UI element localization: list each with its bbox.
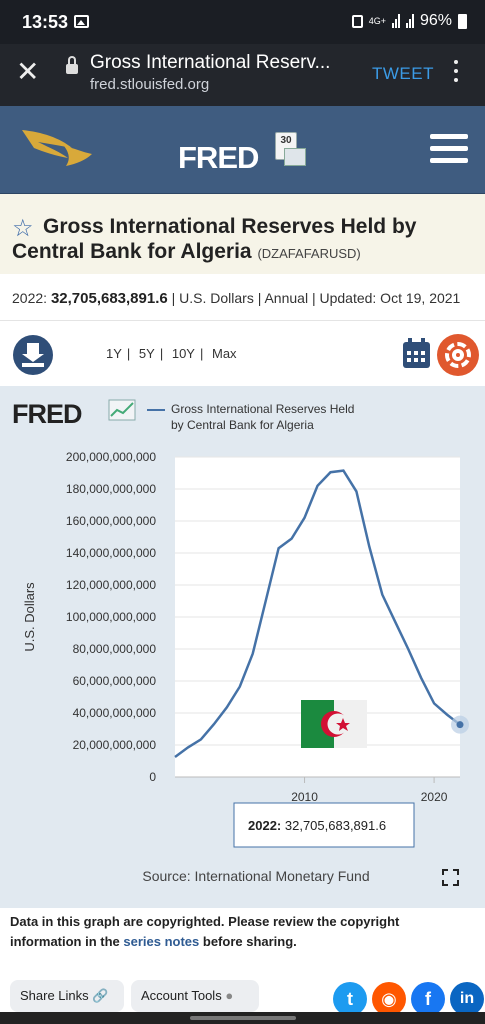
link-icon: 🔗 [92,988,109,1003]
y-tick-label: 160,000,000,000 [66,514,156,528]
account-tools-button[interactable]: Account Tools ● [131,980,259,1012]
hover-point-dot [456,721,464,729]
fullscreen-icon[interactable] [442,869,459,886]
y-tick-label: 100,000,000,000 [66,610,156,624]
more-options-icon[interactable] [452,60,460,86]
tooltip-value: 32,705,683,891.6 [285,818,386,833]
y-axis-label: U.S. Dollars [22,582,37,652]
nav-gesture-bar [0,1012,485,1024]
tooltip-label: 2022: [248,818,285,833]
y-tick-label: 120,000,000,000 [66,578,156,592]
x-axis-ticks: 2010 2020 [291,777,448,804]
series-header: ☆ Gross International Reserves Held by C… [0,194,485,274]
x-tick-label: 2020 [421,790,448,804]
source-text: Source: International Monetary Fund [142,868,369,884]
battery-percent: 96% [419,12,452,29]
facebook-icon[interactable]: f [411,982,445,1016]
reddit-icon[interactable]: ◉ [372,982,406,1016]
series-notes-link[interactable]: series notes [123,934,200,949]
footer-toolbar: Share Links 🔗 Account Tools ● t ◉ f in [0,974,485,1024]
tweet-button[interactable]: TWEET [372,64,434,83]
screen-lock-icon [351,14,363,28]
x-tick-label: 2010 [291,790,318,804]
series-code: (DZAFAFARUSD) [257,246,361,261]
browser-toolbar: ✕ Gross International Reserv... fred.stl… [0,44,485,106]
page-content: FRED 30 ☆ Gross International Reserves H… [0,106,485,1024]
chart-thumbnail-icon [284,148,306,166]
page-url[interactable]: fred.stlouisfed.org [90,76,210,93]
series-title: Gross International Reserves Held by Cen… [12,215,417,263]
legend-label-line2: by Central Bank for Algeria [171,418,314,432]
y-tick-label: 60,000,000,000 [73,674,157,688]
lock-icon[interactable] [66,56,78,75]
share-links-button[interactable]: Share Links 🔗 [10,980,124,1012]
eagle-logo-icon[interactable] [20,124,96,168]
range-max[interactable]: Max [212,346,237,361]
page-title-bar[interactable]: Gross International Reserv... [90,52,331,73]
status-indicators: 4G+ 96% [351,12,467,30]
status-bar: 13:53 4G+ 96% [0,0,485,44]
latest-value: 32,705,683,891.6 [50,290,168,307]
y-tick-label: 180,000,000,000 [66,482,156,496]
y-tick-label: 20,000,000,000 [73,738,157,752]
fred-graph-logo: FRED [12,399,136,429]
line-chart[interactable]: FRED Gross International Reserves Held b… [0,386,485,908]
y-tick-label: 40,000,000,000 [73,706,157,720]
graph-panel: FRED Gross International Reserves Held b… [0,386,485,908]
y-tick-label: 0 [149,770,156,784]
range-selector: 1Y | 5Y | 10Y | Max [106,346,237,361]
y-axis-ticks: 0 20,000,000,000 40,000,000,000 60,000,000,… [66,450,156,784]
svg-text:2022: 32,705,683,89: 2022: 32,705,683,891.6 [248,818,386,833]
gear-icon[interactable] [437,334,479,376]
battery-icon [458,13,467,29]
svg-text:FRED: FRED [12,399,82,429]
divider [0,320,485,321]
status-time: 13:53 [22,12,69,32]
signal-icon [391,14,400,28]
y-tick-label: 200,000,000,000 [66,450,156,464]
gallery-icon [74,15,89,28]
fred-logo[interactable]: FRED [178,140,259,175]
algeria-flag-icon [301,700,367,748]
close-tab-icon[interactable]: ✕ [16,56,40,87]
hamburger-menu-icon[interactable] [430,134,468,164]
tooltip: 2022: 32,705,683,891.6 [233,802,415,848]
linkedin-icon[interactable]: in [450,982,484,1016]
graph-toolbar: 1Y | 5Y | 10Y | Max [0,332,485,382]
legend-label-line1: Gross International Reserves Held [171,402,354,416]
site-header: FRED 30 [0,106,485,194]
signal-2-icon [405,14,414,28]
star-icon[interactable]: ☆ [12,215,34,242]
y-tick-label: 140,000,000,000 [66,546,156,560]
series-line [174,469,461,759]
series-meta: 2022: 32,705,683,891.6 | U.S. Dollars | … [12,290,461,307]
y-tick-label: 80,000,000,000 [73,642,157,656]
user-icon: ● [225,988,234,1003]
copyright-notice: Data in this graph are copyrighted. Plea… [10,914,400,949]
range-10y[interactable]: 10Y [171,346,195,361]
twitter-icon[interactable]: t [333,982,367,1016]
network-type: 4G+ [368,15,386,26]
range-5y[interactable]: 5Y [138,346,155,361]
range-1y[interactable]: 1Y [106,346,122,361]
download-icon[interactable] [13,335,53,375]
calendar-icon[interactable] [403,338,430,368]
